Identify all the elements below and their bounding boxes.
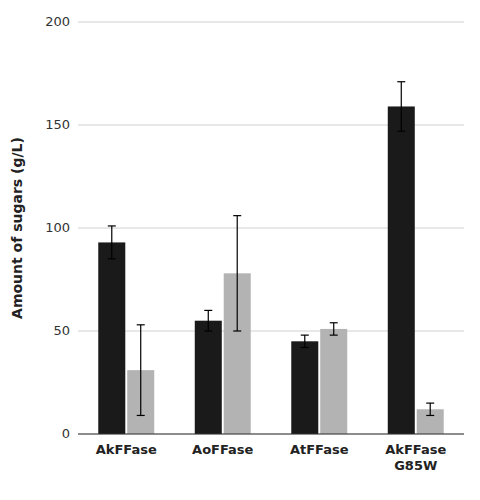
bar xyxy=(320,329,347,434)
x-tick-label: AkFFase xyxy=(96,442,157,457)
error-stem xyxy=(430,403,431,415)
error-cap xyxy=(233,330,241,331)
error-stem xyxy=(333,323,334,335)
x-tick-line: AoFFase xyxy=(192,442,254,457)
y-tick-label: 100 xyxy=(45,220,70,235)
x-tick-label: AoFFase xyxy=(192,442,254,457)
x-tick-line: AtFFase xyxy=(290,442,349,457)
series xyxy=(127,216,444,434)
grid-line xyxy=(78,434,464,435)
error-bar xyxy=(137,325,145,416)
error-cap xyxy=(301,347,309,348)
bar xyxy=(291,341,318,434)
error-cap xyxy=(397,81,405,82)
x-tick-line: AkFFase xyxy=(385,442,446,457)
x-tick-label: AtFFase xyxy=(290,442,349,457)
x-tick-line: G85W xyxy=(394,458,437,473)
error-bar xyxy=(301,335,309,347)
error-cap xyxy=(204,310,212,311)
error-cap xyxy=(330,335,338,336)
error-bar xyxy=(204,310,212,331)
y-tick-label: 150 xyxy=(45,117,70,132)
y-axis-label: Amount of sugars (g/L) xyxy=(9,137,25,319)
error-cap xyxy=(204,330,212,331)
error-cap xyxy=(301,335,309,336)
y-tick-label: 50 xyxy=(53,323,70,338)
error-cap xyxy=(137,324,145,325)
error-stem xyxy=(304,335,305,347)
x-tick-line: AkFFase xyxy=(96,442,157,457)
error-stem xyxy=(140,325,141,416)
error-cap xyxy=(233,215,241,216)
error-cap xyxy=(137,415,145,416)
marks xyxy=(98,82,443,434)
error-cap xyxy=(108,225,116,226)
error-bar xyxy=(108,226,116,259)
error-stem xyxy=(111,226,112,259)
error-cap xyxy=(330,322,338,323)
chart: 0 50 100 150 200 Amount of sugars (g/L) AkFFas… xyxy=(0,0,480,500)
grid xyxy=(78,22,464,434)
series xyxy=(98,82,415,434)
bar xyxy=(195,321,222,434)
bar xyxy=(388,106,415,434)
grid-line xyxy=(78,22,464,23)
error-bar xyxy=(330,323,338,335)
error-bar xyxy=(233,216,241,331)
error-cap xyxy=(108,258,116,259)
error-stem xyxy=(208,310,209,331)
bar xyxy=(98,242,125,434)
error-cap xyxy=(397,131,405,132)
error-bar xyxy=(397,82,405,131)
x-tick-label: AkFFaseG85W xyxy=(385,442,446,473)
error-cap xyxy=(426,403,434,404)
error-bar xyxy=(426,403,434,415)
x-axis-line xyxy=(78,433,464,434)
y-tick-label: 200 xyxy=(45,14,70,29)
error-stem xyxy=(237,216,238,331)
error-stem xyxy=(401,82,402,131)
error-cap xyxy=(426,415,434,416)
y-tick-label: 0 xyxy=(62,426,70,441)
